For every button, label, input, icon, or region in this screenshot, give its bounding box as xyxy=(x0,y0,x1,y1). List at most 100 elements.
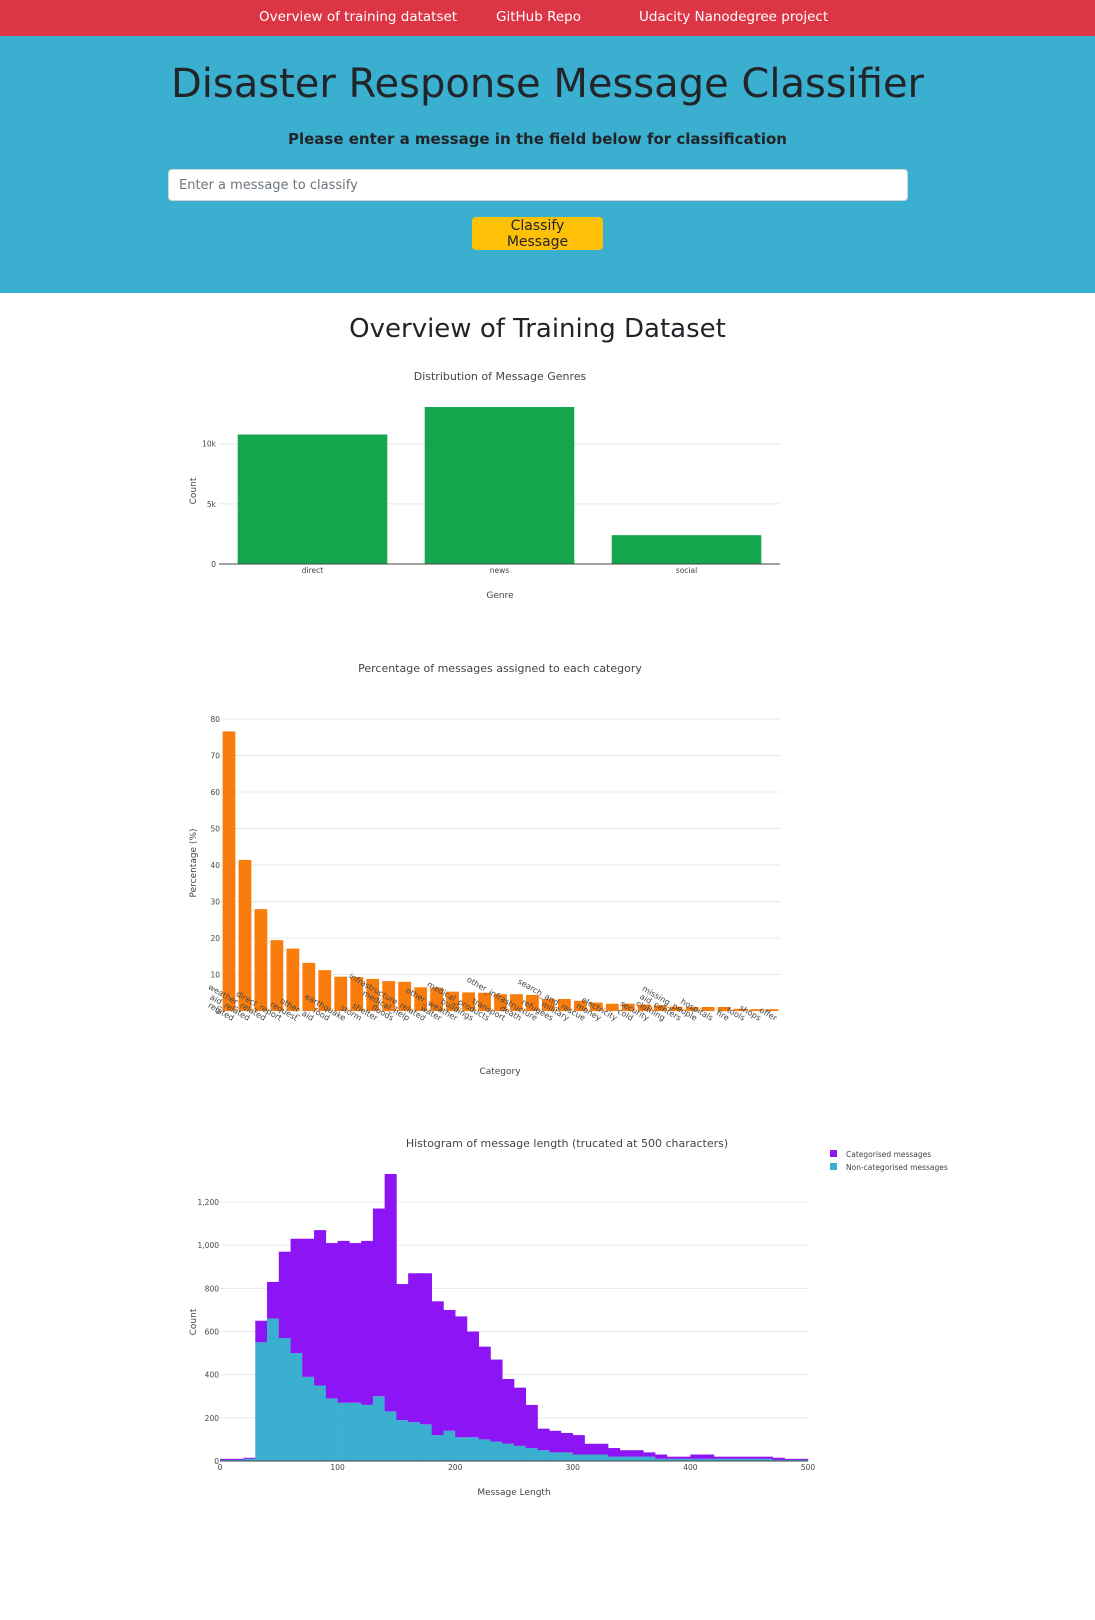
y-tick-label: 5k xyxy=(207,500,217,509)
histogram-bar-categorised xyxy=(478,1346,491,1440)
histogram-bar-categorised xyxy=(396,1284,409,1420)
category-bar xyxy=(366,978,380,1011)
x-tick-label: offer xyxy=(758,1006,779,1023)
x-tick-label: 200 xyxy=(448,1463,463,1472)
histogram-bar-categorised xyxy=(572,1435,585,1455)
histogram-title: Histogram of message length (trucated at… xyxy=(406,1137,728,1150)
histogram-bar-categorised xyxy=(643,1452,656,1457)
classify-message-button[interactable]: Classify Message xyxy=(472,217,603,250)
message-input[interactable] xyxy=(168,169,908,201)
category-bar xyxy=(302,962,316,1011)
top-navbar: Overview of training datatset GitHub Rep… xyxy=(0,0,1095,36)
histogram-bar-categorised xyxy=(278,1251,291,1338)
histogram-bar-non-categorised xyxy=(278,1338,291,1461)
histogram-bar-non-categorised xyxy=(267,1318,280,1461)
nav-link-github[interactable]: GitHub Repo xyxy=(496,9,581,25)
nav-link-overview[interactable]: Overview of training datatset xyxy=(259,9,458,25)
y-tick-label: 80 xyxy=(210,715,220,724)
histogram-bar-categorised xyxy=(725,1456,738,1459)
category-bar xyxy=(318,970,332,1011)
histogram-bar-categorised xyxy=(713,1456,726,1459)
histogram-ylabel: Count xyxy=(189,1308,199,1335)
legend-swatch-non-categorised xyxy=(830,1163,837,1170)
histogram-bar-categorised xyxy=(655,1454,668,1459)
y-tick-label: 0 xyxy=(211,560,216,569)
histogram-bar-categorised xyxy=(455,1316,468,1438)
category-bar xyxy=(573,1000,587,1011)
category-bar xyxy=(382,981,396,1011)
histogram-bar-categorised xyxy=(737,1456,750,1459)
histogram-bar-categorised xyxy=(490,1359,503,1442)
histogram-bar-categorised xyxy=(408,1273,421,1423)
category-bar xyxy=(494,994,507,1011)
histogram-bar-categorised xyxy=(372,1208,385,1397)
category-bar xyxy=(557,998,571,1011)
histogram-bar-non-categorised xyxy=(466,1437,480,1461)
category-bar xyxy=(334,976,348,1011)
x-tick-label: 500 xyxy=(801,1463,816,1472)
histogram-bar-non-categorised xyxy=(713,1458,726,1461)
category-bar xyxy=(589,1002,603,1011)
histogram-bar-non-categorised xyxy=(760,1458,774,1461)
y-tick-label: 800 xyxy=(205,1284,220,1293)
histogram-bar-non-categorised xyxy=(619,1456,632,1461)
histogram-bar-categorised xyxy=(267,1281,280,1319)
y-tick-label: 20 xyxy=(210,934,220,943)
histogram-bar-non-categorised xyxy=(608,1456,621,1461)
histogram-bar-categorised xyxy=(361,1240,374,1405)
histogram-bar-non-categorised xyxy=(384,1411,397,1461)
histogram-bar-categorised xyxy=(243,1457,256,1459)
histogram-bar-categorised xyxy=(220,1458,233,1460)
histogram-bar-categorised xyxy=(443,1309,456,1431)
x-tick-label: 0 xyxy=(218,1463,223,1472)
y-tick-label: 200 xyxy=(205,1414,220,1423)
histogram-bar-non-categorised xyxy=(655,1458,668,1461)
histogram-bar-categorised xyxy=(549,1430,562,1453)
x-tick-label: direct xyxy=(302,566,324,575)
nav-link-udacity[interactable]: Udacity Nanodegree project xyxy=(639,9,829,25)
histogram-bar-categorised xyxy=(302,1238,315,1377)
histogram-bar-non-categorised xyxy=(314,1385,327,1461)
category-bar xyxy=(446,991,459,1011)
genre-chart-ylabel: Count xyxy=(189,477,199,504)
category-bar xyxy=(701,1006,715,1011)
histogram-bar-non-categorised xyxy=(572,1454,585,1461)
histogram-bar-categorised xyxy=(596,1443,609,1455)
histogram-bar-non-categorised xyxy=(255,1342,268,1461)
histogram-bar-categorised xyxy=(537,1428,550,1451)
category-bar xyxy=(653,1005,667,1011)
histogram-bar-categorised xyxy=(349,1243,362,1403)
y-tick-label: 1,200 xyxy=(198,1198,220,1207)
histogram-bar-non-categorised xyxy=(443,1430,456,1461)
category-bar xyxy=(254,909,268,1011)
histogram-bar-non-categorised xyxy=(666,1458,679,1461)
hero-subtitle: Please enter a message in the field belo… xyxy=(288,130,787,148)
histogram-bar-non-categorised xyxy=(502,1443,515,1461)
histogram-bar-non-categorised xyxy=(784,1459,797,1461)
category-chart: Percentage of messages assigned to each … xyxy=(189,662,780,1077)
histogram-bar-categorised xyxy=(325,1243,338,1399)
y-tick-label: 10k xyxy=(202,440,217,449)
category-bar xyxy=(270,940,284,1011)
histogram-bar-non-categorised xyxy=(490,1441,503,1461)
histogram-bar-non-categorised xyxy=(772,1459,785,1461)
genre-chart: Distribution of Message Genres Genre Cou… xyxy=(189,370,780,601)
category-bar xyxy=(510,994,523,1011)
histogram-bar-non-categorised xyxy=(584,1454,597,1461)
category-chart-title: Percentage of messages assigned to each … xyxy=(358,662,642,675)
histogram-bar-non-categorised xyxy=(643,1456,656,1461)
category-bar xyxy=(286,948,300,1011)
histogram-bar-non-categorised xyxy=(455,1437,468,1461)
histogram-bar-non-categorised xyxy=(631,1456,644,1461)
category-bar xyxy=(430,987,444,1011)
histogram-bar-categorised xyxy=(561,1432,574,1453)
histogram-bar-categorised xyxy=(796,1458,809,1460)
category-chart-xlabel: Category xyxy=(479,1067,521,1077)
y-tick-label: 600 xyxy=(205,1328,220,1337)
histogram-bar-non-categorised xyxy=(337,1402,350,1461)
histogram-bar-non-categorised xyxy=(525,1448,538,1461)
y-tick-label: 60 xyxy=(210,788,220,797)
genre-bar xyxy=(237,434,388,564)
hero-section: Disaster Response Message Classifier Ple… xyxy=(0,36,1095,293)
histogram-bar-categorised xyxy=(631,1450,644,1457)
